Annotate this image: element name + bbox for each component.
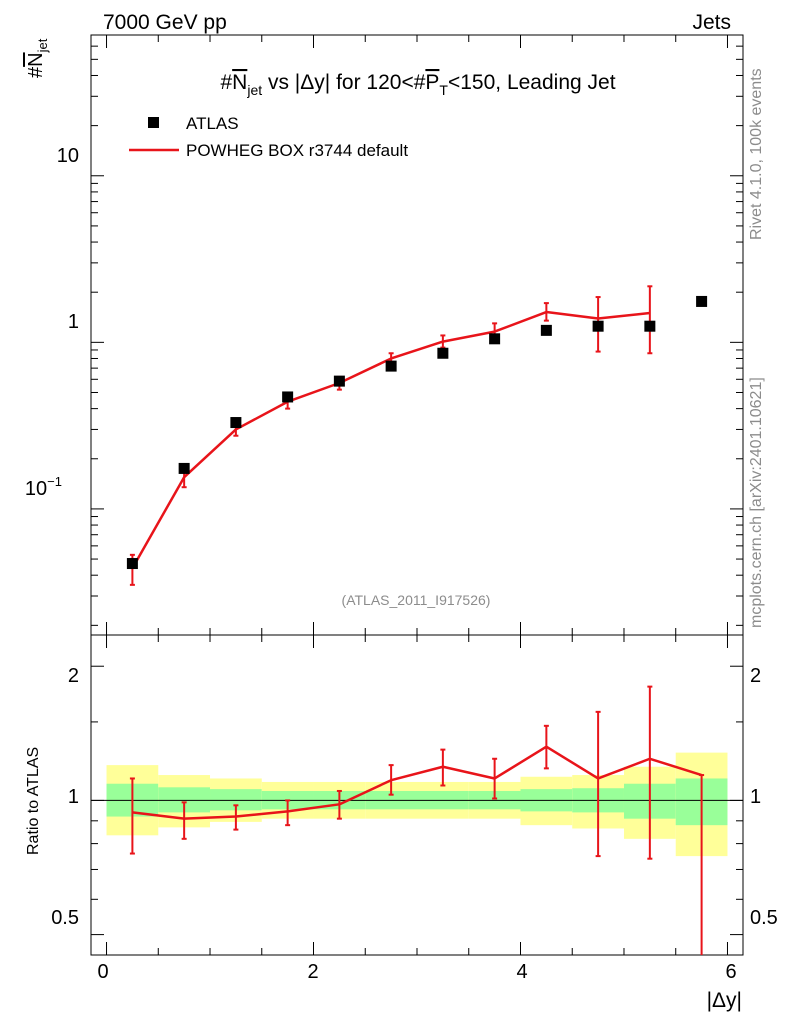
ratio-ytick-label-right-1: 1	[750, 786, 761, 808]
atlas-point-5	[385, 360, 397, 372]
atlas-point-2	[230, 417, 242, 429]
ratio-ytick-label-left-0.5: 0.5	[51, 907, 79, 929]
atlas-point-11	[696, 295, 708, 307]
ratio-data-marks	[129, 685, 705, 955]
ratio-x-tick-labels: 0 2 4 6	[97, 961, 736, 983]
svg-text:#Njet: #Njet	[25, 38, 50, 78]
main-ylabel-sub: jet	[35, 38, 50, 53]
atlas-point-7	[489, 333, 501, 345]
header-right-label: Jets	[692, 11, 731, 34]
xtick-label-2: 2	[307, 961, 318, 983]
ratio-axis-ticks	[91, 635, 743, 955]
main-y-tick-labels: 10−1 1 10	[25, 145, 79, 500]
analysis-watermark: (ATLAS_2011_I917526)	[342, 592, 491, 608]
ratio-ytick-label-left-1: 1	[68, 786, 79, 808]
xtick-label-6: 6	[725, 961, 736, 983]
mcplots-site-label: mcplots.cern.ch [arXiv:2401.10621]	[748, 377, 765, 628]
atlas-point-9	[592, 320, 604, 332]
ratio-powheg-line	[132, 745, 702, 820]
legend-marker-atlas	[148, 117, 159, 128]
ratio-y-axis-label: Ratio to ATLAS	[25, 747, 42, 855]
header-left-label: 7000 GeV pp	[103, 11, 227, 34]
ratio-y-tick-labels: 0.5 1 2 0.5 1 2	[51, 665, 778, 929]
main-panel: 10−1 1 10 #Njet #Njet vs |Δy| for 120<#P…	[25, 34, 744, 636]
chart-title: #Njet vs |Δy| for 120<#PT<150, Leading J…	[220, 71, 615, 98]
atlas-point-6	[437, 347, 449, 359]
legend-label-atlas: ATLAS	[186, 114, 239, 133]
ratio-band-inner-2	[210, 789, 262, 811]
main-y-axis-label: #Njet	[25, 38, 50, 78]
xtick-label-4: 4	[516, 961, 527, 983]
main-data-marks	[126, 285, 708, 586]
powheg-line	[131, 310, 650, 569]
main-ylabel-prefix: #	[25, 66, 47, 78]
atlas-point-8	[540, 324, 552, 336]
main-ytick-label-0.1: 10−1	[25, 474, 62, 500]
ratio-bands	[106, 752, 728, 857]
x-axis-label: |Δy|	[707, 989, 742, 1012]
legend: ATLAS POWHEG BOX r3744 default	[129, 114, 408, 160]
ratio-panel: 0.5 1 2 0.5 1 2 Ratio to ATLAS 0 2 4 6 |…	[25, 634, 778, 1012]
atlas-point-3	[282, 391, 294, 403]
main-ylabel-main: N	[25, 52, 47, 66]
atlas-point-1	[178, 462, 190, 474]
ratio-ytick-label-right-2: 2	[750, 665, 761, 687]
ratio-ytick-label-left-2: 2	[68, 665, 79, 687]
legend-label-powheg: POWHEG BOX r3744 default	[186, 141, 408, 160]
xtick-label-0: 0	[97, 961, 108, 983]
ratio-ytick-label-right-0.5: 0.5	[750, 907, 778, 929]
atlas-point-0	[126, 558, 138, 570]
main-ytick-label-10: 10	[57, 145, 79, 167]
main-axis-ticks	[91, 34, 743, 635]
main-ytick-label-1: 1	[68, 311, 79, 333]
atlas-point-4	[333, 375, 345, 387]
atlas-point-10	[644, 320, 656, 332]
rivet-version-label: Rivet 4.1.0, 100k events	[748, 68, 765, 240]
